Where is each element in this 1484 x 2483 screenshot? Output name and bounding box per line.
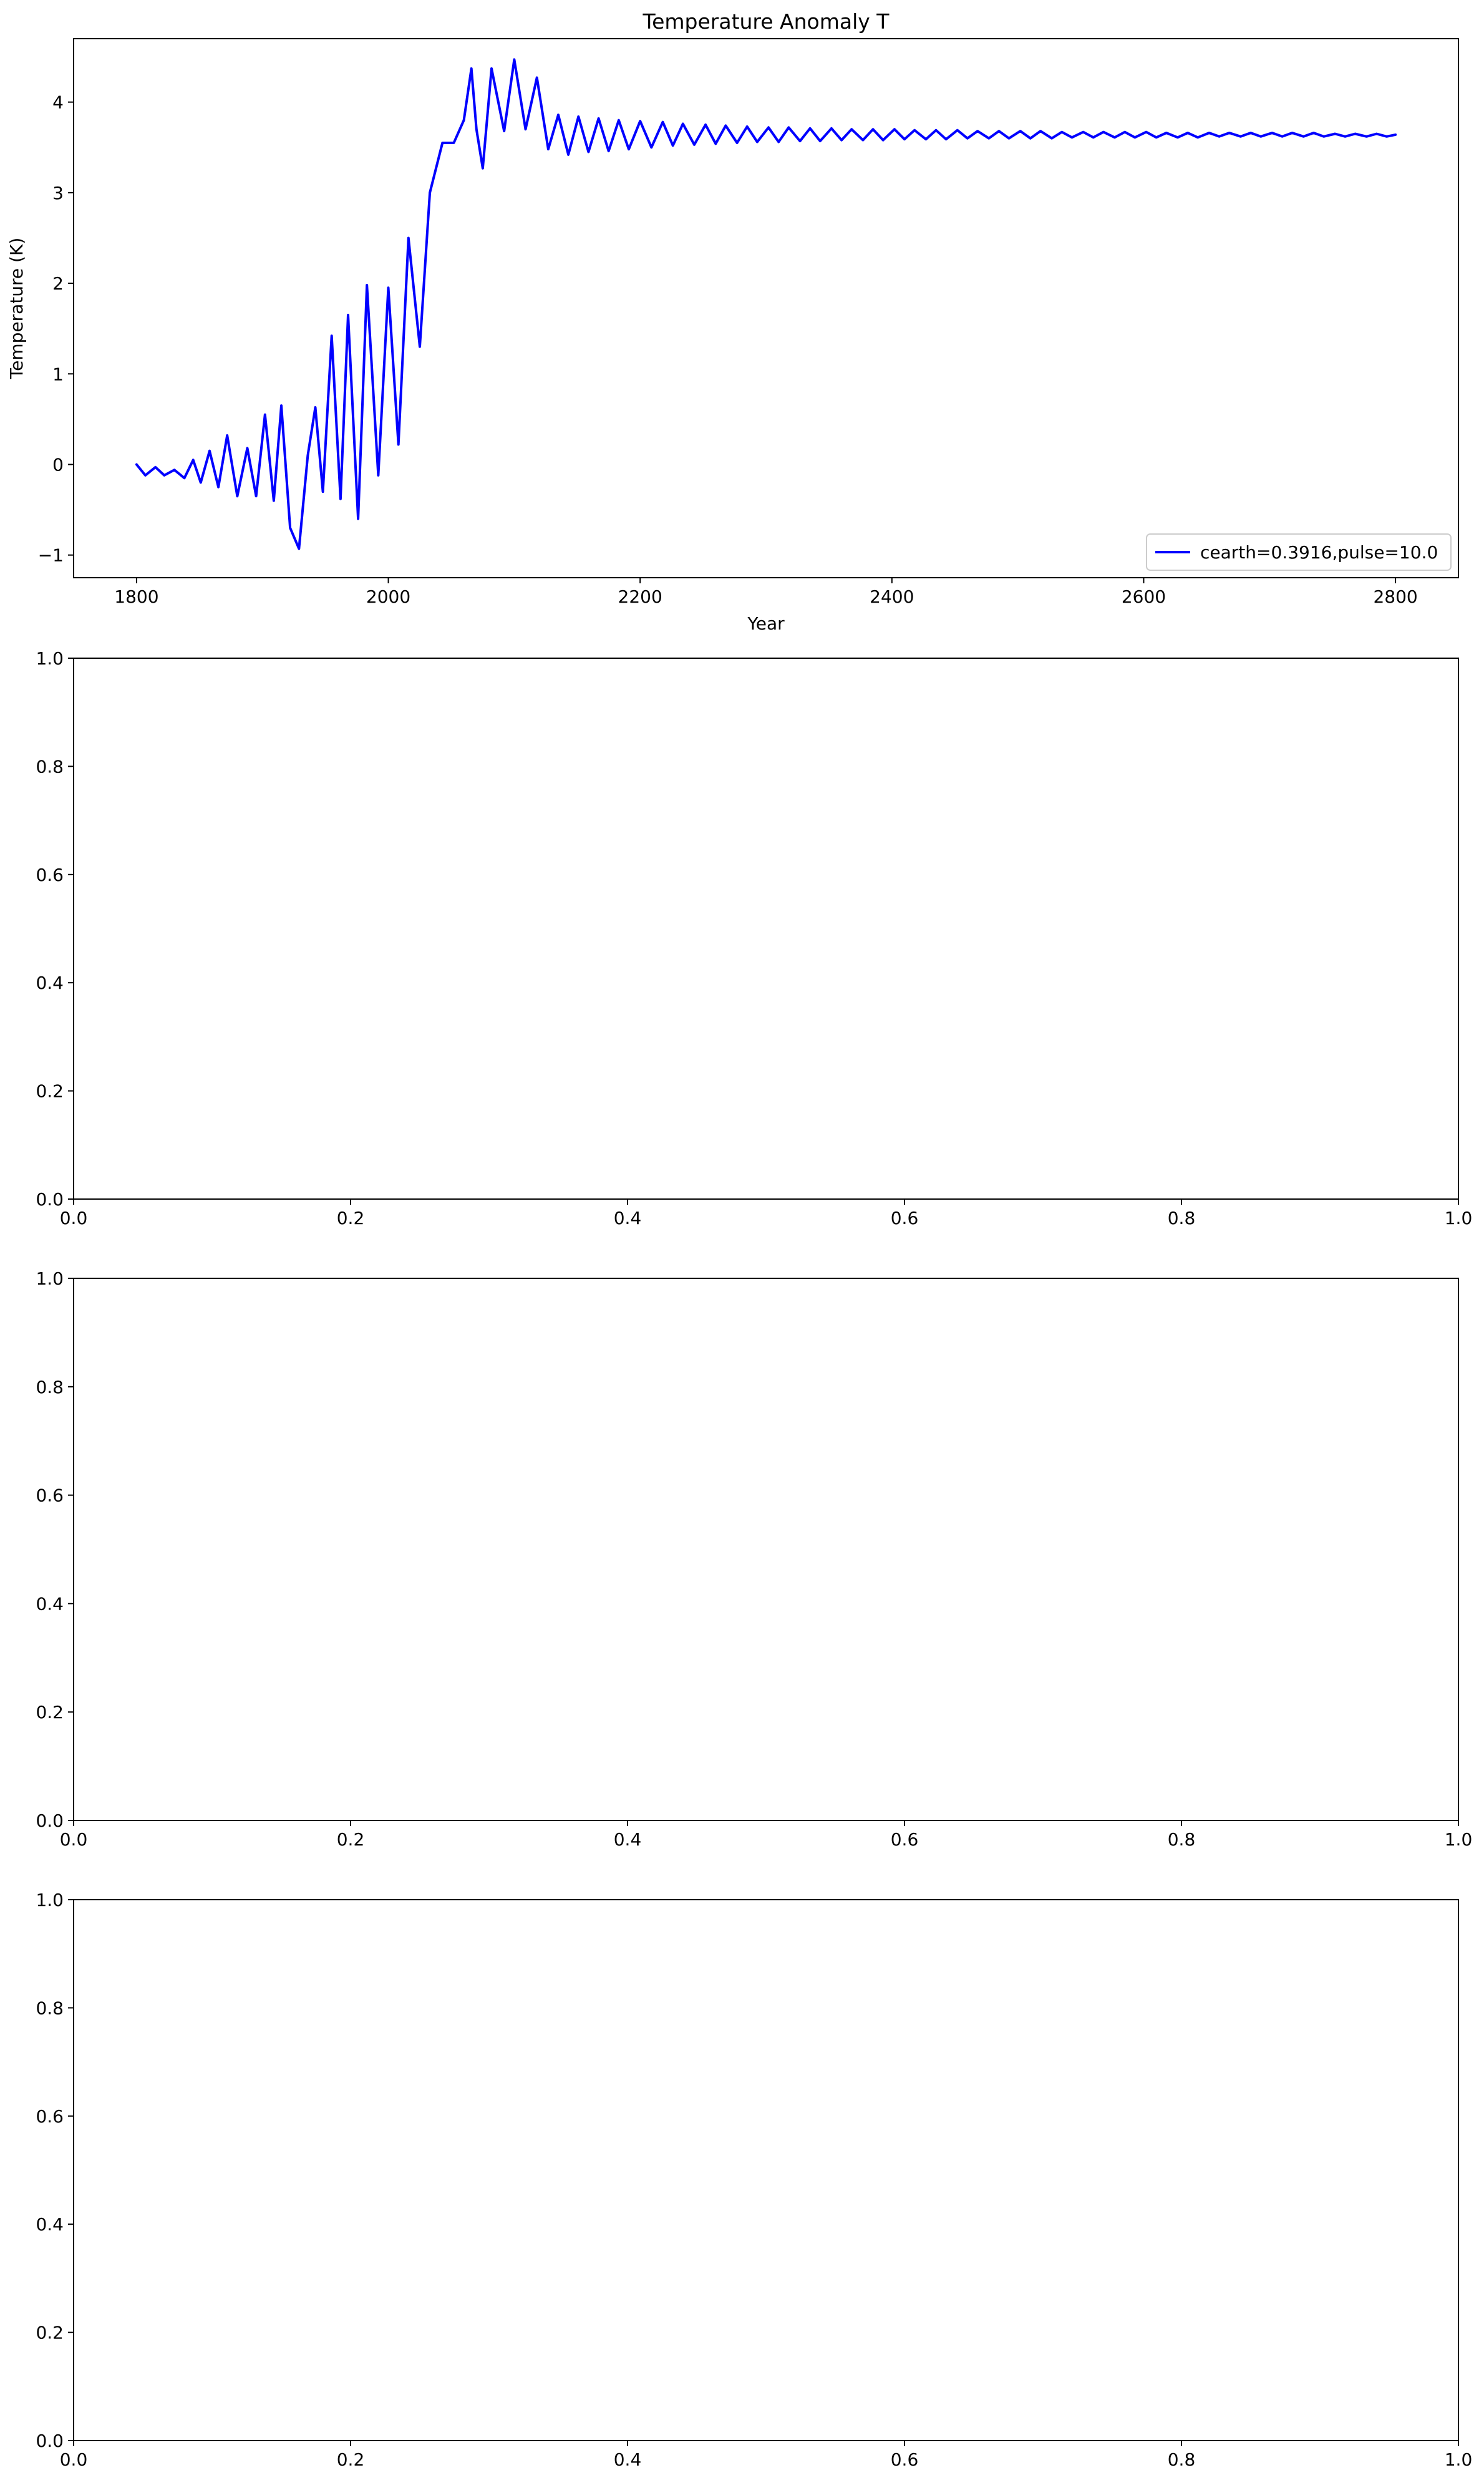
y-tick-label: 0.4 — [36, 1593, 64, 1614]
y-tick-label: 0.6 — [36, 865, 64, 885]
x-tick-label: 1.0 — [1445, 1829, 1473, 1850]
x-tick-label: 0.2 — [337, 1208, 365, 1228]
y-tick-label: 3 — [52, 183, 64, 203]
x-tick-label: 0.8 — [1168, 1208, 1196, 1228]
y-tick-label: 0.6 — [36, 2106, 64, 2127]
series-line-1 — [135, 58, 1397, 550]
x-axis-label: Year — [747, 613, 785, 634]
y-tick-label: 0.2 — [36, 2323, 64, 2343]
y-tick-label: 0.0 — [36, 1810, 64, 1831]
axes-frame — [73, 38, 1459, 578]
legend-label: cearth=0.3916,pulse=10.0 — [1200, 542, 1438, 563]
subplot-4: 0.0 0.2 0.4 0.6 0.8 1.0 0.0 0.2 0.4 0.6 0.8 1.0 — [36, 1890, 1472, 2470]
x-tick-label: 0.2 — [337, 2449, 365, 2470]
x-tick-label: 0.4 — [614, 1208, 642, 1228]
x-tick-label: 0.4 — [614, 1829, 642, 1850]
y-tick-label: 1.0 — [36, 648, 64, 669]
y-tick-label: 0.4 — [36, 973, 64, 993]
y-tick-label: 1.0 — [36, 1890, 64, 1910]
x-tick-label: 0.8 — [1168, 2449, 1196, 2470]
axes-frame — [73, 658, 1459, 1200]
x-tick-label: 1800 — [114, 586, 158, 607]
x-tick-label: 1.0 — [1445, 2449, 1473, 2470]
legend: cearth=0.3916,pulse=10.0 — [1146, 533, 1452, 571]
y-tick-label: 0.8 — [36, 756, 64, 777]
legend-box — [1146, 533, 1452, 571]
x-tick-label: 0.0 — [60, 2449, 88, 2470]
y-tick-label: 0.6 — [36, 1485, 64, 1506]
y-tick-label: 0.2 — [36, 1702, 64, 1723]
y-tick-label: 0.4 — [36, 2214, 64, 2235]
axes-frame — [73, 1278, 1459, 1821]
subplot-1: 1800 2000 2200 2400 2600 2800 −1 0 1 2 3 4 Temperatu… — [6, 9, 1459, 634]
x-tick-label: 2600 — [1122, 586, 1166, 607]
x-tick-label: 0.6 — [891, 1208, 919, 1228]
chart-title: Temperature Anomaly T — [643, 9, 890, 34]
x-tick-label: 0.2 — [337, 1829, 365, 1850]
x-tick-label: 0.0 — [60, 1829, 88, 1850]
y-axis-label: Temperature (K) — [6, 238, 27, 379]
x-tick-label: 0.6 — [891, 2449, 919, 2470]
y-tick-label: 2 — [52, 273, 64, 294]
y-tick-label: 0.8 — [36, 1377, 64, 1397]
subplot-3: 0.0 0.2 0.4 0.6 0.8 1.0 0.0 0.2 0.4 0.6 0.8 1.0 — [36, 1268, 1472, 1850]
y-tick-label: 4 — [52, 92, 64, 113]
y-tick-label: 1.0 — [36, 1268, 64, 1289]
x-tick-label: 1.0 — [1445, 1208, 1473, 1228]
y-tick-label: −1 — [38, 545, 64, 566]
y-tick-label: 0.2 — [36, 1081, 64, 1102]
x-tick-label: 0.6 — [891, 1829, 919, 1850]
x-tick-label: 0.0 — [60, 1208, 88, 1228]
y-tick-label: 0.0 — [36, 1189, 64, 1210]
x-tick-label: 0.8 — [1168, 1829, 1196, 1850]
x-tick-label: 2400 — [870, 586, 914, 607]
y-tick-label: 0.8 — [36, 1998, 64, 2018]
x-tick-label: 2000 — [366, 586, 410, 607]
y-tick-label: 1 — [52, 364, 64, 384]
subplot-2: 0.0 0.2 0.4 0.6 0.8 1.0 0.0 0.2 0.4 0.6 0.8 1.0 — [36, 648, 1472, 1228]
x-tick-label: 2800 — [1373, 586, 1417, 607]
y-tick-label: 0 — [52, 454, 64, 475]
y-tick-label: 0.0 — [36, 2431, 64, 2451]
x-tick-label: 0.4 — [614, 2449, 642, 2470]
axes-frame — [73, 1899, 1459, 2441]
x-tick-label: 2200 — [618, 586, 662, 607]
